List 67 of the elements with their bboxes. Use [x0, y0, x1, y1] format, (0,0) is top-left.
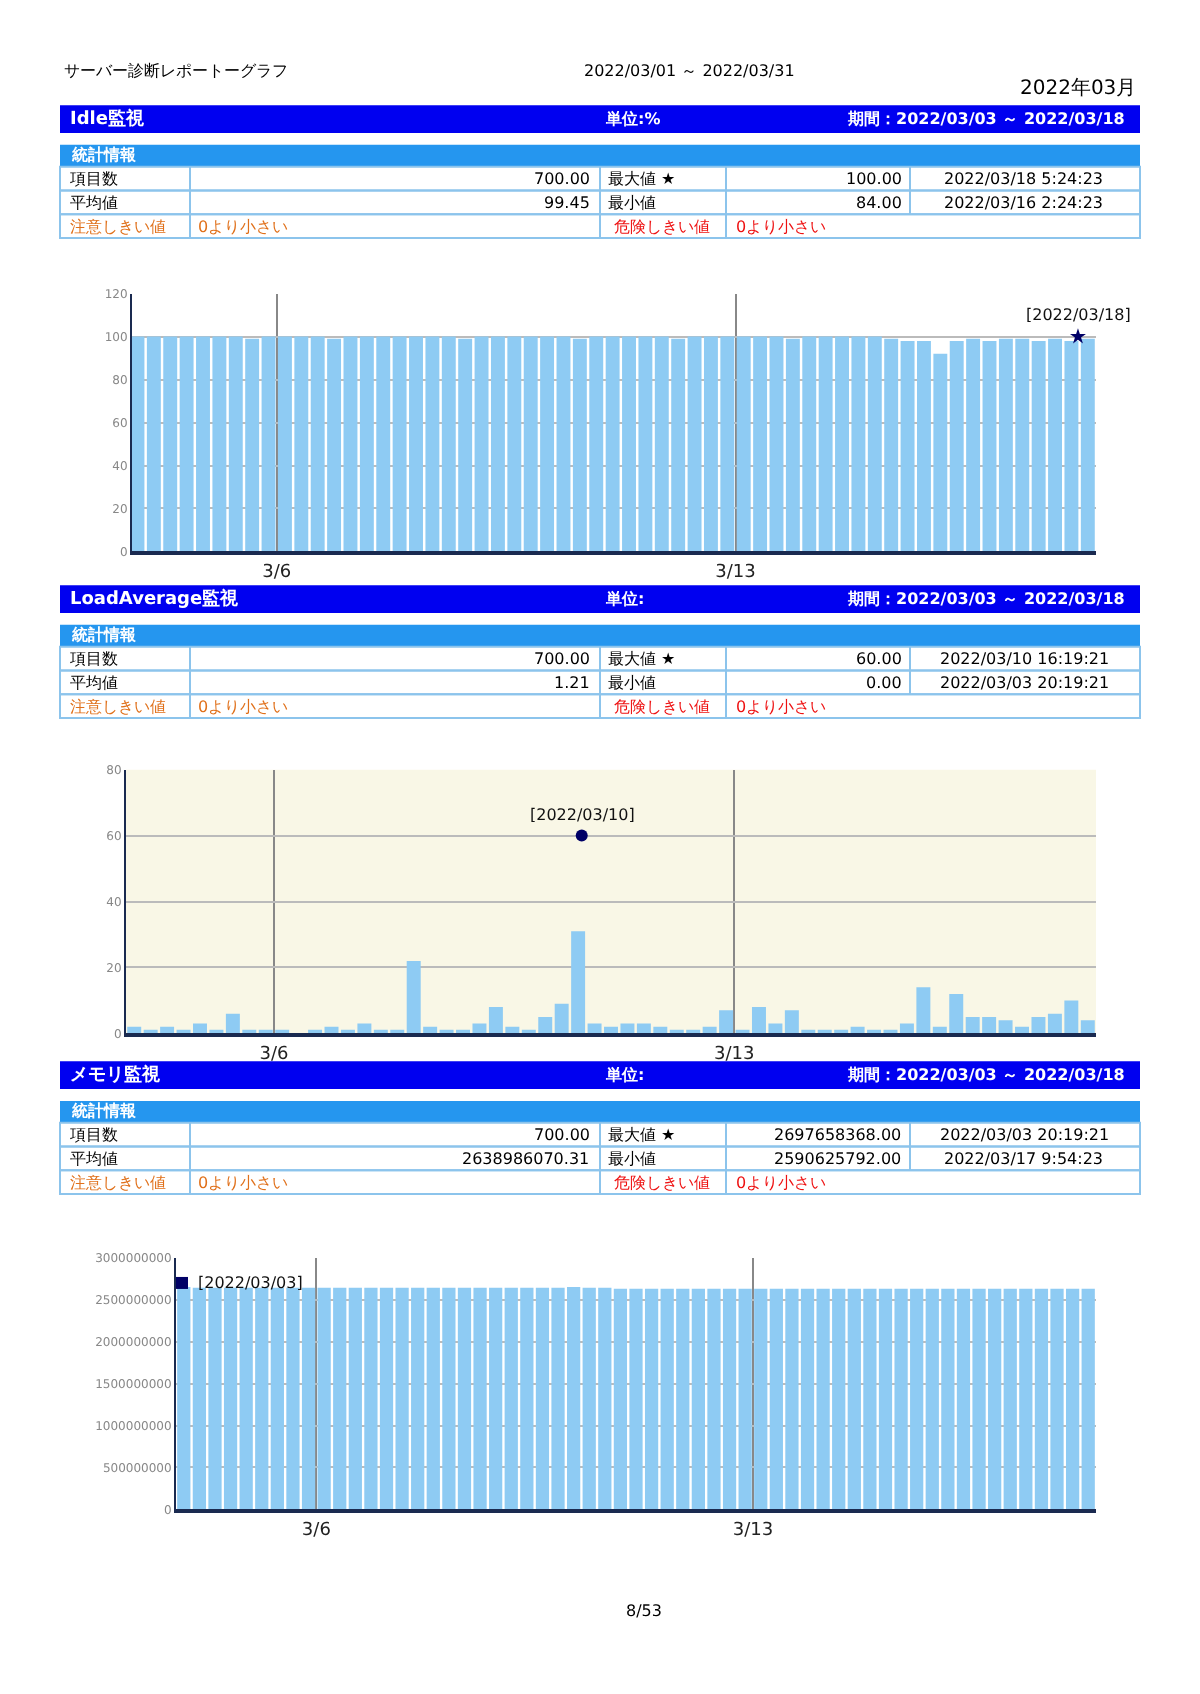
text: 統計情報 [70, 1102, 138, 1120]
text: 注意しきい値 [70, 218, 166, 236]
text: 2590625792.00 [774, 1150, 902, 1168]
text: 最小値 [608, 674, 656, 692]
annotation: [2022/03/10] [530, 806, 635, 824]
text: 単位: [604, 590, 645, 608]
text: 期間：2022/03/03 ～ 2022/03/18 [846, 110, 1126, 128]
x-tick-label: 3/6 [259, 1045, 289, 1066]
text: 2697658368.00 [774, 1126, 902, 1144]
text: 最小値 [608, 1150, 656, 1168]
text: 2022/03/01 ～ 2022/03/31 [584, 62, 795, 80]
text: 0.00 [866, 674, 902, 692]
text: 統計情報 [70, 626, 138, 644]
text: 0より小さい [736, 218, 827, 236]
text: 700.00 [534, 650, 590, 668]
text: 危険しきい値 [614, 218, 710, 236]
text: 2022/03/10 16:19:21 [940, 650, 1110, 668]
text: 1.21 [554, 674, 590, 692]
text: 項目数 [70, 650, 118, 668]
text: 99.45 [544, 194, 590, 212]
text: 2022/03/17 9:54:23 [944, 1150, 1103, 1168]
text: 100.00 [846, 170, 902, 188]
x-tick-label: 3/13 [714, 1045, 755, 1066]
text: 平均値 [70, 194, 118, 212]
text: 最大値 ★ [608, 170, 676, 188]
text: 0より小さい [198, 1174, 289, 1192]
text: 2022/03/03 20:19:21 [940, 1126, 1110, 1144]
text: 平均値 [70, 674, 118, 692]
text: 注意しきい値 [70, 698, 166, 716]
text: 2022/03/16 2:24:23 [944, 194, 1103, 212]
text: 単位: [604, 1066, 645, 1084]
text: 項目数 [70, 1126, 118, 1144]
text: 平均値 [70, 1150, 118, 1168]
text: 注意しきい値 [70, 1174, 166, 1192]
text: 最大値 ★ [608, 1126, 676, 1144]
text: Idle監視 [70, 108, 146, 130]
text: 単位:% [604, 110, 661, 128]
text: サーバー診断レポートーグラフ [64, 62, 288, 80]
text: 700.00 [534, 1126, 590, 1144]
text: 最大値 ★ [608, 650, 676, 668]
x-tick-label: 3/6 [262, 563, 292, 584]
text: 84.00 [856, 194, 902, 212]
text: 期間：2022/03/03 ～ 2022/03/18 [846, 1066, 1126, 1084]
x-tick-label: 3/13 [715, 563, 756, 584]
text: 700.00 [534, 170, 590, 188]
text: 2022/03/03 20:19:21 [940, 674, 1110, 692]
text: 2022/03/18 5:24:23 [944, 170, 1103, 188]
annotation: [2022/03/18] [1026, 306, 1131, 324]
annotation: [2022/03/03] [198, 1274, 303, 1292]
text: 最小値 [608, 194, 656, 212]
text: 期間：2022/03/03 ～ 2022/03/18 [846, 590, 1126, 608]
text: 8/53 [626, 1602, 662, 1620]
x-tick-label: 3/6 [301, 1521, 332, 1542]
x-tick-label: 3/13 [732, 1521, 774, 1542]
text: 危険しきい値 [614, 698, 710, 716]
text: 統計情報 [70, 146, 138, 164]
text: 0より小さい [198, 218, 289, 236]
text: LoadAverage監視 [70, 588, 241, 610]
text: 2022年03月 [1020, 76, 1137, 100]
text: 0より小さい [198, 698, 289, 716]
text: メモリ監視 [70, 1064, 162, 1086]
text: 0より小さい [736, 698, 827, 716]
text: 危険しきい値 [614, 1174, 710, 1192]
text: 0より小さい [736, 1174, 827, 1192]
text: 項目数 [70, 170, 118, 188]
text: 60.00 [856, 650, 902, 668]
text: 2638986070.31 [462, 1150, 590, 1168]
